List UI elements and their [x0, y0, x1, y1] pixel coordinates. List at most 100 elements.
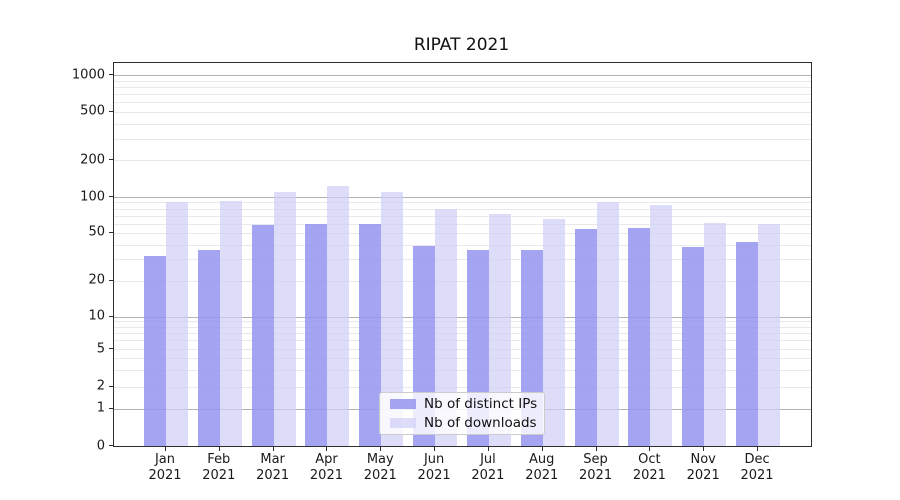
bar-nb-of-downloads-nov-2021 — [704, 222, 727, 446]
y-tick-mark-100 — [109, 196, 113, 197]
x-tick-mark-sep-2021 — [595, 447, 597, 451]
x-tick-mark-oct-2021 — [649, 447, 651, 451]
bar-nb-of-distinct-ips-may-2021 — [359, 224, 382, 446]
chart-title: RIPAT 2021 — [413, 35, 510, 55]
x-tick-mark-dec-2021 — [757, 447, 759, 451]
y-tick-mark-500 — [109, 110, 113, 112]
gridline-minor-5 — [114, 349, 811, 350]
y-tick-label-200: 200 — [80, 152, 105, 168]
x-tick-mark-aug-2021 — [541, 447, 543, 451]
x-tick-mark-apr-2021 — [326, 447, 328, 451]
gridline-minor-9 — [114, 321, 811, 323]
bar-nb-of-distinct-ips-nov-2021 — [682, 247, 705, 446]
bar-nb-of-downloads-may-2021 — [381, 191, 404, 446]
x-tick-label-mar-2021: Mar 2021 — [256, 452, 290, 483]
bar-nb-of-downloads-apr-2021 — [327, 185, 350, 446]
gridline-major-100 — [114, 197, 811, 198]
bar-nb-of-downloads-jul-2021 — [488, 214, 511, 446]
x-tick-label-dec-2021: Dec 2021 — [740, 452, 774, 483]
x-tick-mark-jan-2021 — [165, 447, 166, 451]
gridline-minor-30 — [114, 259, 811, 261]
gridline-minor-20 — [114, 280, 811, 282]
x-tick-label-sep-2021: Sep 2021 — [579, 452, 613, 483]
bar-nb-of-downloads-feb-2021 — [219, 200, 242, 446]
gridline-minor-8 — [114, 326, 811, 328]
gridline-minor-40 — [114, 244, 811, 246]
x-tick-mark-jun-2021 — [434, 447, 436, 451]
gridline-minor-500 — [114, 111, 811, 113]
y-tick-mark-0 — [109, 445, 113, 446]
x-tick-label-apr-2021: Apr 2021 — [309, 452, 343, 483]
bar-nb-of-distinct-ips-sep-2021 — [574, 228, 597, 446]
bar-nb-of-downloads-jan-2021 — [166, 202, 188, 446]
y-tick-mark-50 — [109, 231, 113, 233]
x-tick-mark-may-2021 — [380, 447, 382, 451]
bar-nb-of-downloads-oct-2021 — [650, 204, 673, 446]
gridline-minor-600 — [114, 102, 811, 104]
gridline-minor-300 — [114, 138, 811, 140]
x-tick-mark-nov-2021 — [703, 447, 705, 451]
bar-nb-of-downloads-sep-2021 — [596, 201, 619, 446]
x-tick-label-may-2021: May 2021 — [363, 452, 397, 483]
x-tick-label-feb-2021: Feb 2021 — [202, 452, 236, 483]
legend-entry-distinct-ips: Nb of distinct IPs — [387, 396, 537, 412]
y-tick-mark-5 — [109, 348, 113, 349]
y-tick-label-0: 0 — [96, 438, 105, 453]
y-tick-label-2: 2 — [96, 378, 105, 394]
x-tick-label-jan-2021: Jan 2021 — [148, 452, 182, 483]
y-tick-mark-200 — [109, 159, 113, 161]
y-tick-mark-10 — [109, 315, 113, 317]
gridline-minor-50 — [114, 232, 811, 234]
y-tick-label-20: 20 — [88, 272, 105, 288]
bar-nb-of-distinct-ips-feb-2021 — [197, 250, 220, 446]
gridline-minor-90 — [114, 202, 811, 204]
gridline-minor-2 — [114, 386, 811, 388]
x-tick-label-aug-2021: Aug 2021 — [525, 452, 559, 483]
legend-entry-downloads: Nb of downloads — [387, 415, 537, 431]
y-tick-label-1000: 1000 — [71, 67, 105, 82]
y-tick-mark-1000 — [109, 74, 113, 75]
y-tick-mark-20 — [109, 279, 113, 281]
y-tick-label-50: 50 — [88, 224, 105, 240]
x-tick-label-jun-2021: Jun 2021 — [417, 452, 451, 483]
legend: Nb of distinct IPs Nb of downloads — [379, 392, 545, 435]
y-tick-mark-2 — [109, 385, 113, 387]
y-tick-label-100: 100 — [80, 189, 105, 204]
y-tick-label-500: 500 — [80, 103, 105, 119]
gridline-minor-6 — [114, 340, 811, 342]
gridline-minor-700 — [114, 93, 811, 95]
x-tick-label-oct-2021: Oct 2021 — [632, 452, 666, 483]
gridline-minor-60 — [114, 223, 811, 225]
bar-nb-of-distinct-ips-dec-2021 — [736, 242, 759, 446]
bar-nb-of-distinct-ips-oct-2021 — [628, 228, 651, 446]
gridline-minor-4 — [114, 358, 811, 360]
legend-swatch-distinct-ips — [390, 399, 416, 409]
plot-area — [113, 62, 812, 447]
gridline-minor-400 — [114, 123, 811, 125]
x-tick-mark-mar-2021 — [272, 447, 274, 451]
legend-label-distinct-ips: Nb of distinct IPs — [424, 396, 538, 412]
x-tick-mark-jul-2021 — [487, 447, 489, 451]
gridline-minor-80 — [114, 208, 811, 210]
gridline-minor-900 — [114, 80, 811, 82]
x-tick-label-nov-2021: Nov 2021 — [686, 452, 720, 483]
y-tick-mark-1 — [109, 407, 113, 409]
bar-nb-of-downloads-aug-2021 — [542, 218, 565, 446]
legend-label-downloads: Nb of downloads — [424, 415, 537, 431]
y-tick-label-5: 5 — [96, 341, 105, 356]
gridline-major-1000 — [114, 75, 811, 76]
x-tick-label-jul-2021: Jul 2021 — [471, 452, 505, 483]
gridline-minor-7 — [114, 333, 811, 335]
bar-nb-of-distinct-ips-apr-2021 — [305, 223, 328, 446]
bar-nb-of-distinct-ips-jan-2021 — [144, 256, 166, 446]
gridline-minor-800 — [114, 86, 811, 88]
bar-nb-of-downloads-jun-2021 — [435, 209, 458, 446]
y-tick-label-10: 10 — [88, 308, 105, 324]
y-tick-label-1: 1 — [96, 400, 105, 416]
bar-nb-of-distinct-ips-mar-2021 — [251, 225, 274, 446]
x-tick-mark-feb-2021 — [218, 447, 220, 451]
legend-swatch-downloads — [390, 418, 416, 428]
bar-nb-of-downloads-dec-2021 — [758, 223, 781, 446]
gridline-minor-70 — [114, 215, 811, 217]
